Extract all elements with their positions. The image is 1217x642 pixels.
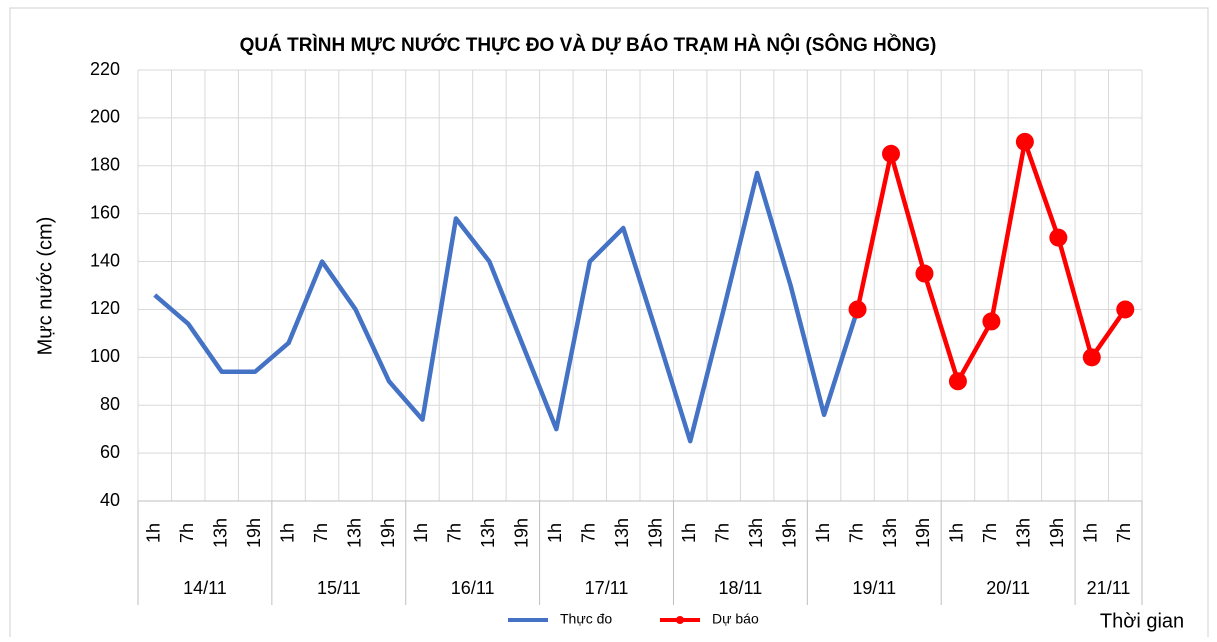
x-tick-label: 1h bbox=[545, 523, 565, 543]
x-tick-label: 19h bbox=[645, 518, 665, 548]
x-tick-label: 13h bbox=[478, 518, 498, 548]
y-tick-label: 100 bbox=[90, 346, 120, 366]
y-tick-label: 220 bbox=[90, 59, 120, 79]
x-tick-label: 13h bbox=[1014, 518, 1034, 548]
point-marker bbox=[1116, 300, 1135, 319]
point-marker bbox=[848, 300, 867, 319]
date-group-label: 14/11 bbox=[183, 578, 227, 598]
y-axis-label: Mực nước (cm) bbox=[34, 217, 56, 356]
y-tick-label: 120 bbox=[90, 298, 120, 318]
x-tick-label: 7h bbox=[846, 523, 866, 543]
point-marker bbox=[982, 312, 1001, 331]
x-tick-label: 1h bbox=[143, 523, 163, 543]
date-group-label: 20/11 bbox=[986, 578, 1030, 598]
x-tick-label: 7h bbox=[445, 523, 465, 543]
x-tick-label: 1h bbox=[679, 523, 699, 543]
x-tick-label: 19h bbox=[512, 518, 532, 548]
date-group-label: 15/11 bbox=[317, 578, 361, 598]
date-group-label: 18/11 bbox=[719, 578, 763, 598]
x-tick-label: 13h bbox=[210, 518, 230, 548]
x-tick-label: 1h bbox=[277, 523, 297, 543]
y-tick-label: 40 bbox=[100, 490, 120, 510]
y-tick-label: 80 bbox=[100, 394, 120, 414]
series-line bbox=[153, 170, 860, 444]
date-group-label: 16/11 bbox=[451, 578, 495, 598]
date-group-label: 17/11 bbox=[585, 578, 629, 598]
x-tick-label: 19h bbox=[378, 518, 398, 548]
point-marker bbox=[948, 372, 967, 391]
x-tick-label: 7h bbox=[980, 523, 1000, 543]
date-group-label: 21/11 bbox=[1087, 578, 1131, 598]
x-tick-label: 19h bbox=[913, 518, 933, 548]
x-tick-label: 7h bbox=[579, 523, 599, 543]
x-tick-label: 13h bbox=[344, 518, 364, 548]
x-tick-label: 7h bbox=[712, 523, 732, 543]
chart-title: QUÁ TRÌNH MỰC NƯỚC THỰC ĐO VÀ DỰ BÁO TRẠ… bbox=[240, 34, 937, 56]
frame bbox=[9, 7, 1209, 642]
x-tick-label: 1h bbox=[411, 523, 431, 543]
x-axis-label: Thời gian bbox=[1100, 610, 1184, 632]
x-tick-label: 7h bbox=[311, 523, 331, 543]
x-tick-label: 1h bbox=[813, 523, 833, 543]
y-tick-label: 60 bbox=[100, 442, 120, 462]
y-tick-label: 180 bbox=[90, 155, 120, 175]
legend-label: Thực đo bbox=[560, 611, 612, 627]
y-tick-label: 160 bbox=[90, 202, 120, 222]
point-marker bbox=[915, 264, 934, 283]
x-tick-label: 13h bbox=[880, 518, 900, 548]
legend-label: Dự báo bbox=[712, 611, 759, 627]
x-tick-label: 19h bbox=[779, 518, 799, 548]
point-marker bbox=[1082, 348, 1101, 367]
x-tick-label: 13h bbox=[612, 518, 632, 548]
date-group-label: 19/11 bbox=[852, 578, 896, 598]
point-marker bbox=[882, 144, 900, 163]
x-tick-label: 19h bbox=[244, 518, 264, 548]
point-marker bbox=[1049, 228, 1068, 247]
x-tick-label: 7h bbox=[177, 523, 197, 543]
x-tick-label: 1h bbox=[1081, 523, 1101, 543]
x-tick-label: 1h bbox=[947, 523, 967, 543]
y-tick-label: 200 bbox=[90, 107, 120, 127]
legend-marker bbox=[676, 616, 684, 624]
x-tick-label: 19h bbox=[1047, 518, 1067, 548]
x-tick-label: 13h bbox=[746, 518, 766, 548]
y-tick-label: 140 bbox=[90, 250, 120, 270]
x-tick-label: 7h bbox=[1114, 523, 1134, 543]
point-marker bbox=[1015, 132, 1034, 151]
